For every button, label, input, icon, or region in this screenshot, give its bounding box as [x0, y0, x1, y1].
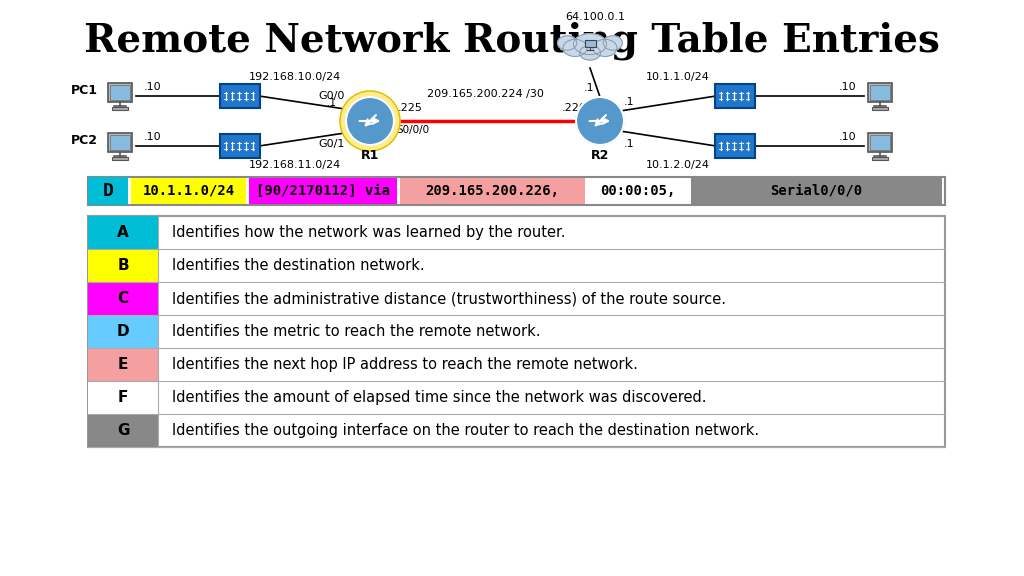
FancyBboxPatch shape: [113, 157, 128, 160]
Text: 10.1.1.0/24: 10.1.1.0/24: [645, 72, 710, 82]
Circle shape: [340, 91, 400, 151]
FancyBboxPatch shape: [110, 135, 130, 150]
FancyBboxPatch shape: [88, 315, 158, 348]
Ellipse shape: [603, 36, 623, 50]
Text: Identifies the amount of elapsed time since the network was discovered.: Identifies the amount of elapsed time si…: [172, 390, 707, 405]
Text: .1: .1: [624, 139, 635, 149]
FancyBboxPatch shape: [220, 84, 260, 108]
FancyBboxPatch shape: [88, 216, 945, 447]
FancyBboxPatch shape: [88, 216, 158, 249]
FancyBboxPatch shape: [872, 157, 888, 160]
FancyBboxPatch shape: [249, 178, 397, 204]
Text: C: C: [118, 291, 129, 306]
Text: R2: R2: [591, 149, 609, 162]
Text: [90/2170112] via: [90/2170112] via: [256, 184, 390, 198]
Text: D: D: [102, 182, 114, 200]
FancyBboxPatch shape: [872, 107, 888, 110]
Text: 00:00:05,: 00:00:05,: [600, 184, 676, 198]
FancyBboxPatch shape: [716, 84, 755, 108]
Text: F: F: [118, 390, 128, 405]
Text: .1: .1: [624, 97, 635, 107]
Text: .10: .10: [144, 132, 162, 142]
FancyBboxPatch shape: [110, 85, 130, 100]
Text: PC1: PC1: [71, 85, 98, 97]
FancyBboxPatch shape: [88, 177, 128, 205]
Text: R1: R1: [360, 149, 379, 162]
Text: .10: .10: [144, 82, 162, 92]
FancyBboxPatch shape: [113, 107, 128, 110]
FancyBboxPatch shape: [88, 414, 158, 447]
Text: Identifies the destination network.: Identifies the destination network.: [172, 258, 425, 273]
FancyBboxPatch shape: [220, 134, 260, 158]
FancyBboxPatch shape: [585, 40, 596, 47]
Circle shape: [575, 97, 624, 145]
Text: .225: .225: [398, 103, 423, 113]
FancyBboxPatch shape: [88, 282, 158, 315]
Text: B: B: [117, 258, 129, 273]
FancyBboxPatch shape: [691, 178, 942, 204]
FancyBboxPatch shape: [868, 133, 892, 151]
Text: .10: .10: [839, 82, 856, 92]
Text: A: A: [117, 225, 129, 240]
Text: 10.1.1.0/24: 10.1.1.0/24: [142, 184, 234, 198]
FancyBboxPatch shape: [88, 381, 158, 414]
FancyBboxPatch shape: [88, 249, 158, 282]
Text: .1: .1: [584, 83, 595, 93]
Text: 192.168.10.0/24: 192.168.10.0/24: [249, 72, 341, 82]
Ellipse shape: [558, 36, 577, 50]
Text: Identifies the next hop IP address to reach the remote network.: Identifies the next hop IP address to re…: [172, 357, 638, 372]
Text: 10.1.2.0/24: 10.1.2.0/24: [645, 160, 710, 170]
FancyBboxPatch shape: [109, 133, 132, 151]
Text: Serial0/0/0: Serial0/0/0: [770, 184, 862, 198]
Text: 209.165.200.224 /30: 209.165.200.224 /30: [427, 89, 544, 99]
Text: D: D: [117, 324, 129, 339]
Text: Identifies the administrative distance (trustworthiness) of the route source.: Identifies the administrative distance (…: [172, 291, 726, 306]
Ellipse shape: [593, 39, 617, 56]
Text: Identifies how the network was learned by the router.: Identifies how the network was learned b…: [172, 225, 565, 240]
FancyBboxPatch shape: [716, 134, 755, 158]
Text: S0/0/0: S0/0/0: [396, 125, 429, 135]
FancyBboxPatch shape: [869, 135, 890, 150]
Text: G0/0: G0/0: [318, 91, 345, 101]
Text: G: G: [117, 423, 129, 438]
FancyBboxPatch shape: [869, 85, 890, 100]
Text: 192.168.11.0/24: 192.168.11.0/24: [249, 160, 341, 170]
Circle shape: [346, 97, 394, 145]
FancyBboxPatch shape: [131, 178, 246, 204]
Text: .226: .226: [562, 103, 587, 113]
Text: 64.100.0.1: 64.100.0.1: [565, 12, 625, 22]
FancyBboxPatch shape: [400, 178, 585, 204]
Text: Remote Network Routing Table Entries: Remote Network Routing Table Entries: [84, 21, 940, 59]
FancyBboxPatch shape: [88, 177, 945, 205]
Ellipse shape: [563, 39, 587, 56]
FancyBboxPatch shape: [868, 83, 892, 101]
Text: .10: .10: [839, 132, 856, 142]
FancyBboxPatch shape: [109, 83, 132, 101]
Text: Identifies the outgoing interface on the router to reach the destination network: Identifies the outgoing interface on the…: [172, 423, 759, 438]
Text: .1: .1: [327, 98, 337, 108]
Ellipse shape: [580, 46, 600, 60]
Text: Identifies the metric to reach the remote network.: Identifies the metric to reach the remot…: [172, 324, 541, 339]
Ellipse shape: [573, 33, 606, 55]
Text: PC2: PC2: [71, 135, 98, 147]
FancyBboxPatch shape: [88, 348, 158, 381]
Text: G0/1: G0/1: [318, 139, 345, 149]
Text: 209.165.200.226,: 209.165.200.226,: [426, 184, 559, 198]
Text: E: E: [118, 357, 128, 372]
